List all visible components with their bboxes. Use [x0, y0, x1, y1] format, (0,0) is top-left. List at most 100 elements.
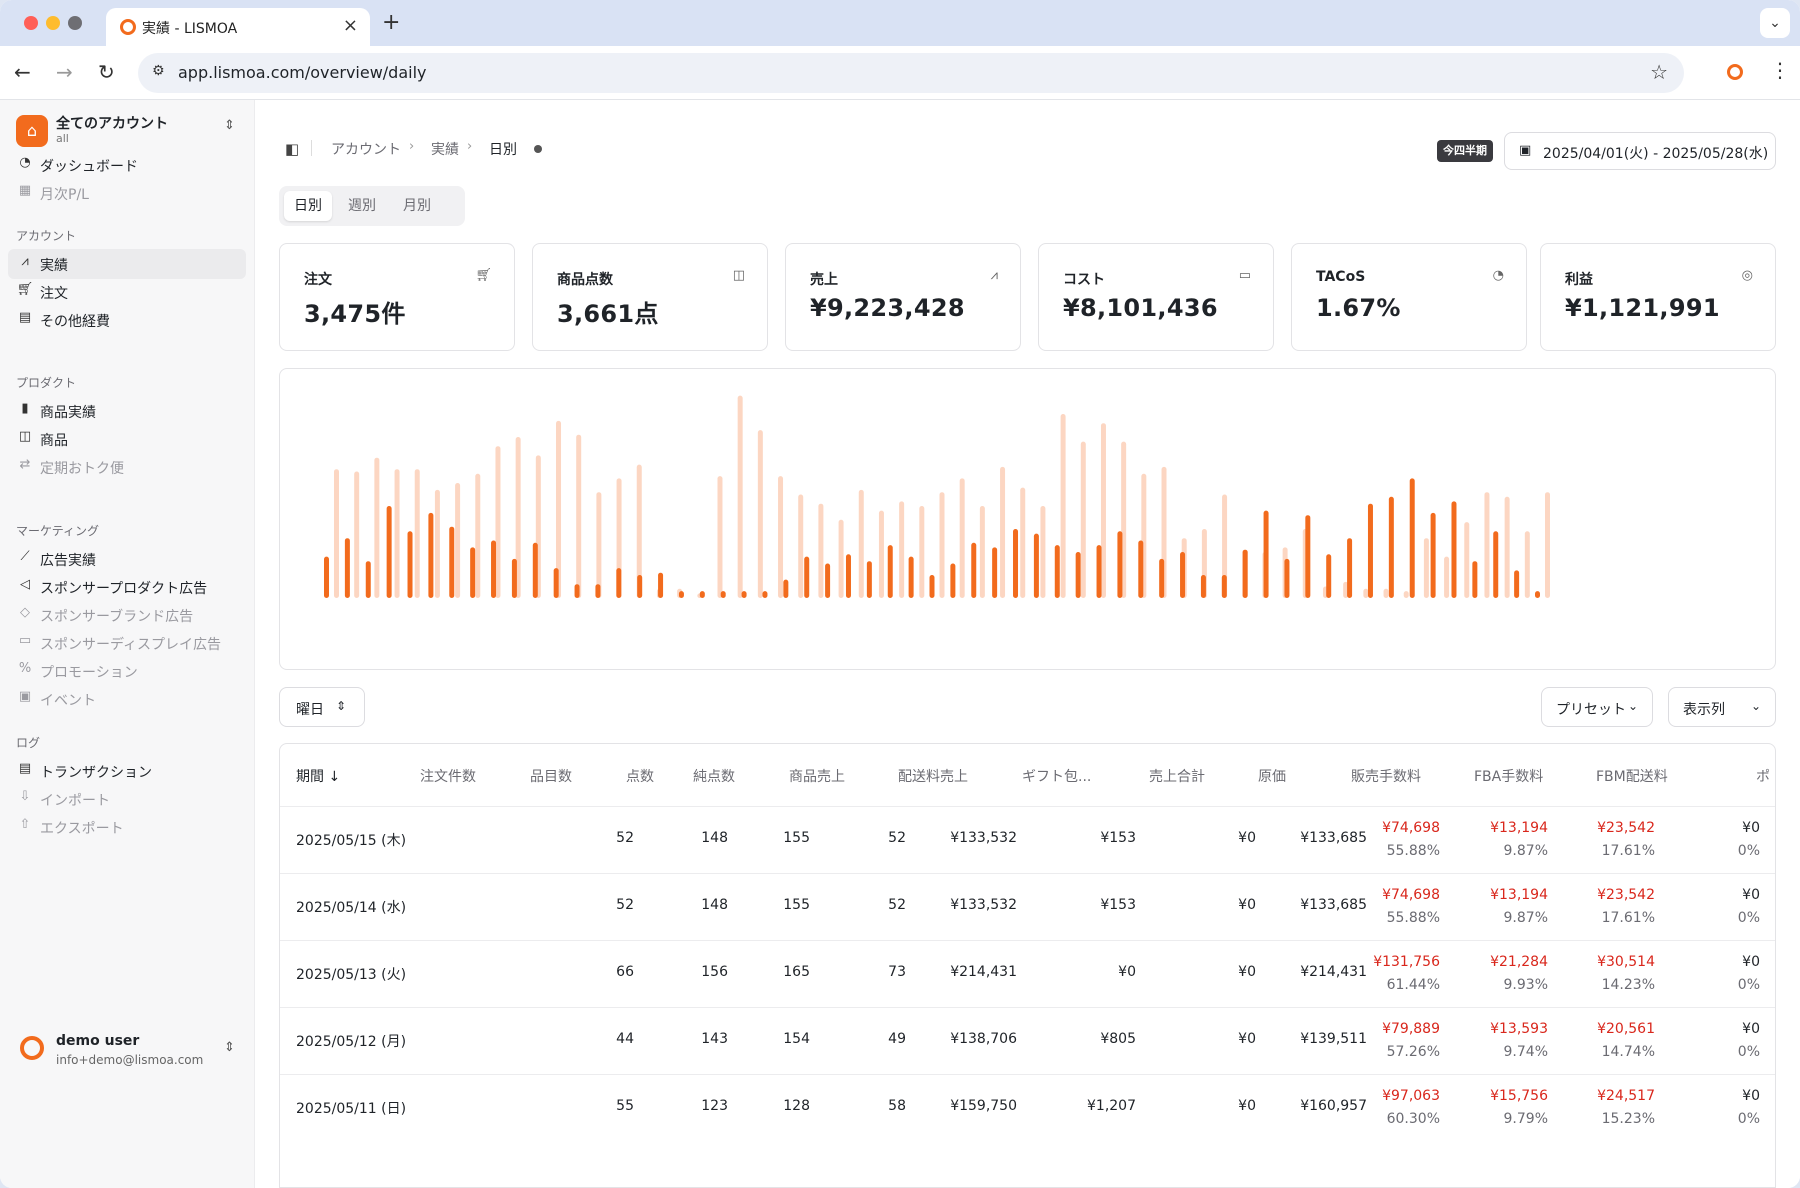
sidebar-item-sponsored-display[interactable]: ▭ スポンサーディスプレイ広告 — [8, 628, 246, 658]
bookmark-star-icon[interactable]: ☆ — [1650, 60, 1668, 84]
sidebar-item-products[interactable]: ◫ 商品 — [8, 424, 246, 454]
chart-bar-dark[interactable] — [1159, 558, 1165, 598]
chart-bar-dark[interactable] — [1180, 552, 1186, 598]
chart-bar-light[interactable] — [1403, 591, 1409, 598]
chart-bar-light[interactable] — [838, 519, 844, 598]
sidebar-item-performance[interactable]: ⩘ 実績 — [8, 249, 246, 279]
chart-bar-light[interactable] — [1484, 492, 1490, 598]
chart-bar-dark[interactable] — [1263, 510, 1269, 598]
sidebar-item-subscribe-save[interactable]: ⇄ 定期おトク便 — [8, 452, 246, 482]
chart-bar-dark[interactable] — [1514, 570, 1520, 598]
chart-bar-light[interactable] — [878, 510, 884, 598]
minimize-window-button[interactable] — [46, 16, 60, 30]
chart-bar-dark[interactable] — [1200, 575, 1206, 598]
chart-bar-light[interactable] — [858, 489, 864, 598]
chart-bar-light[interactable] — [1080, 441, 1086, 598]
back-button[interactable]: ← — [14, 60, 31, 84]
column-header[interactable]: 売上合計 — [1149, 769, 1205, 785]
chart-bar-light[interactable] — [778, 476, 784, 598]
chart-bar-light[interactable] — [1343, 581, 1349, 598]
column-header-period[interactable]: 期間 ↓ — [296, 766, 340, 786]
chart-bar-light[interactable] — [1000, 466, 1006, 598]
table-row[interactable]: 2025/05/13 (火) 66 156 165 73 ¥214,431 ¥0 ¥0 ¥214… — [280, 940, 1775, 1007]
chart-bar-dark[interactable] — [344, 538, 350, 598]
chart-bar-dark[interactable] — [365, 561, 371, 598]
chart-bar-light[interactable] — [596, 492, 602, 598]
chart-bar-dark[interactable] — [1138, 540, 1144, 599]
chart-bar-light[interactable] — [374, 457, 380, 598]
column-header[interactable]: 原価 — [1258, 769, 1286, 785]
chart-bar-dark[interactable] — [678, 591, 684, 598]
column-header[interactable]: 純点数 — [693, 769, 735, 785]
chart-bar-light[interactable] — [556, 420, 562, 598]
chart-bar-light[interactable] — [394, 469, 400, 598]
tab-monthly[interactable]: 月別 — [403, 198, 431, 214]
chart-bar-dark[interactable] — [762, 591, 768, 598]
tab-daily[interactable]: 日別 — [284, 191, 332, 221]
chart-bar-light[interactable] — [717, 476, 723, 598]
chart-bar-light[interactable] — [919, 506, 925, 598]
chart-bar-light[interactable] — [959, 478, 965, 598]
chart-bar-dark[interactable] — [658, 572, 664, 598]
sidebar-toggle-icon[interactable]: ◧ — [285, 140, 300, 158]
chart-bar-dark[interactable] — [1326, 554, 1332, 598]
table-row[interactable]: 2025/05/14 (水) 52 148 155 52 ¥133,532 ¥153 ¥0 ¥1… — [280, 873, 1775, 940]
chart-bar-dark[interactable] — [1409, 478, 1415, 598]
chart-bar-light[interactable] — [475, 473, 481, 598]
chart-bar-dark[interactable] — [1367, 503, 1373, 598]
chart-bar-dark[interactable] — [720, 591, 726, 598]
chart-bar-light[interactable] — [495, 446, 501, 598]
column-header[interactable]: ギフト包... — [1022, 769, 1092, 785]
chart-bar-light[interactable] — [1545, 492, 1550, 598]
chart-bar-light[interactable] — [1504, 496, 1510, 598]
column-header[interactable]: 配送料売上 — [898, 769, 968, 785]
chart-bar-dark[interactable] — [1284, 558, 1290, 598]
chart-bar-dark[interactable] — [887, 545, 893, 598]
chart-bar-dark[interactable] — [845, 554, 851, 598]
chart-bar-dark[interactable] — [449, 526, 455, 598]
chart-bar-dark[interactable] — [950, 563, 956, 599]
chart-bar-dark[interactable] — [324, 556, 329, 598]
column-header[interactable]: 品目数 — [530, 769, 572, 785]
chart-bar-dark[interactable] — [929, 575, 935, 598]
sidebar-item-sponsored-brands[interactable]: ◇ スポンサーブランド広告 — [8, 600, 246, 630]
date-range-picker[interactable]: ▣ 2025/04/01(火) - 2025/05/28(水) — [1504, 132, 1776, 170]
chart-bar-dark[interactable] — [491, 540, 497, 599]
chart-bar-dark[interactable] — [1388, 496, 1394, 598]
chart-bar-dark[interactable] — [1242, 549, 1248, 598]
preset-dropdown[interactable]: プリセット ⌄ — [1541, 687, 1653, 727]
chart-bar-dark[interactable] — [741, 591, 747, 598]
chart-bar-light[interactable] — [576, 434, 582, 598]
chart-bar-light[interactable] — [1363, 588, 1369, 598]
sidebar-item-ad-performance[interactable]: ⟋ 広告実績 — [8, 544, 246, 574]
chart-bar-dark[interactable] — [1033, 533, 1039, 598]
chart-bar-dark[interactable] — [971, 542, 977, 598]
sidebar-item-dashboard[interactable]: ◔ ダッシュボード — [8, 150, 246, 180]
chart-bar-light[interactable] — [334, 469, 339, 598]
chart-bar-light[interactable] — [354, 471, 360, 599]
chart-bar-dark[interactable] — [1117, 531, 1123, 598]
sidebar-item-transactions[interactable]: ▤ トランザクション — [8, 756, 246, 786]
forward-button[interactable]: → — [56, 60, 73, 84]
chart-bar-light[interactable] — [1020, 487, 1026, 598]
column-header[interactable]: FBA手数料 — [1474, 769, 1544, 785]
sidebar-item-export[interactable]: ⇧ エクスポート — [8, 812, 246, 842]
chart-bar-light[interactable] — [434, 489, 440, 598]
chart-bar-dark[interactable] — [428, 512, 434, 598]
chart-bar-light[interactable] — [515, 437, 521, 598]
chart-bar-dark[interactable] — [637, 575, 643, 598]
browser-tab[interactable]: 実績 - LISMOA × — [106, 8, 370, 46]
sidebar-item-monthly-pl[interactable]: ▦ 月次P/L — [8, 178, 246, 208]
maximize-window-button[interactable] — [68, 16, 82, 30]
chart-bar-dark[interactable] — [992, 547, 998, 598]
chart-bar-light[interactable] — [818, 503, 824, 598]
chart-bar-dark[interactable] — [1451, 501, 1457, 598]
column-header[interactable]: 商品売上 — [789, 769, 845, 785]
chart-bar-dark[interactable] — [825, 563, 831, 599]
chart-bar-dark[interactable] — [1305, 515, 1311, 598]
chart-bar-dark[interactable] — [616, 568, 622, 598]
chart-bar-dark[interactable] — [1075, 552, 1081, 598]
table-row[interactable]: 2025/05/11 (日) 55 123 128 58 ¥159,750 ¥1,207 ¥0… — [280, 1074, 1775, 1141]
chart-bar-light[interactable] — [636, 464, 642, 598]
browser-menu-icon[interactable]: ⋮ — [1770, 58, 1790, 82]
